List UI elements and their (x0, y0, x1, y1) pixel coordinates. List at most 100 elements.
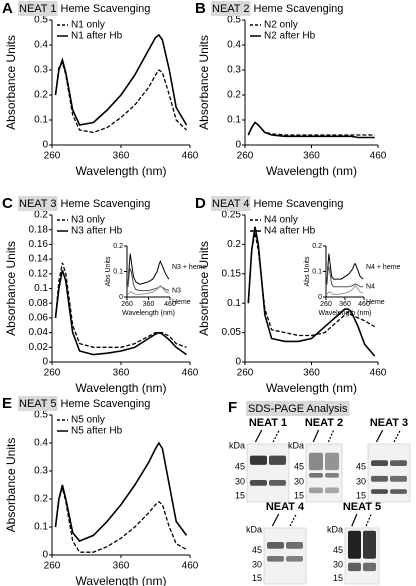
y-tick-label: 0.25 (222, 210, 242, 221)
gel-marker: 15 (252, 573, 262, 583)
legend-label: N5 only (71, 415, 105, 426)
lane-slash (375, 429, 384, 443)
gel-marker: 45 (356, 462, 366, 472)
lane-slash (289, 513, 297, 527)
series-line (127, 253, 170, 285)
y-tick-label: 0.1 (34, 283, 48, 294)
gel-title: NEAT 3 (370, 417, 408, 429)
panel-label: A (2, 0, 13, 17)
panel-label: C (2, 195, 13, 212)
y-tick-label: 0.05 (222, 327, 242, 338)
panel-title-highlight: NEAT 5 (19, 398, 57, 410)
y-tick-label: 0.1 (34, 522, 48, 533)
legend-label: N2 only (264, 20, 298, 31)
series-label: N4 (366, 284, 375, 291)
y-tick-label: 0.2 (34, 494, 48, 505)
x-tick-label: 260 (44, 151, 61, 162)
x-tick-label: 360 (113, 151, 130, 162)
panel-title-highlight: NEAT 4 (212, 198, 250, 210)
gel-band (286, 542, 303, 549)
y-tick-label: 0.1 (312, 268, 322, 275)
x-axis-title: Wavelength (nm) (76, 381, 167, 395)
title-highlight (18, 196, 58, 211)
gel-title: NEAT 4 (266, 501, 305, 513)
x-axis-title: Wavelength (nm) (122, 310, 175, 317)
gel-band (309, 452, 323, 471)
series-line (326, 266, 364, 288)
y-tick-label: 0.5 (227, 15, 241, 26)
legend-label: N1 only (71, 20, 105, 31)
gel-band (325, 473, 339, 478)
legend-label: N2 after Hb (264, 31, 316, 42)
gel-band (269, 455, 286, 465)
gel-marker: 15 (356, 491, 366, 501)
gel-band (286, 556, 303, 562)
y-axis-title: Absorbance Units (4, 241, 18, 336)
y-axis-title: Absorbance Units (4, 35, 18, 130)
gel-marker: 45 (235, 462, 245, 472)
x-axis-title: Wavelength (nm) (76, 164, 167, 178)
panel-title-highlight: NEAT 1 (19, 3, 57, 15)
title-highlight (18, 1, 58, 16)
series-label: Heme (366, 299, 385, 306)
gel-band (371, 460, 388, 467)
x-tick-label: 360 (113, 561, 130, 572)
y-tick-label: 0 (42, 357, 48, 368)
x-tick-label: 360 (303, 368, 320, 379)
x-tick-label: 360 (113, 368, 130, 379)
gel-band (309, 473, 323, 478)
y-tick-label: 0.5 (34, 15, 48, 26)
x-tick-label: 260 (121, 301, 133, 308)
gel-title: NEAT 5 (343, 501, 381, 513)
title-highlight (211, 1, 251, 16)
series-label: N3 + heme (172, 264, 207, 271)
panel-title: Heme Scavenging (254, 3, 344, 15)
y-tick-label: 0.3 (34, 466, 48, 477)
x-axis-title: Wavelength (nm) (266, 381, 357, 395)
series-label: Heme (172, 299, 191, 306)
panel-title: Heme Scavenging (61, 198, 151, 210)
gel-unit: kDa (327, 524, 343, 534)
series-line (247, 121, 375, 139)
lane-slash (365, 513, 372, 527)
y-tick-label: 0.02 (29, 342, 49, 353)
y-tick-label: 0 (42, 140, 48, 151)
y-axis-title: Absorbance Units (197, 241, 211, 336)
panel-title: SDS-PAGE Analysis (248, 403, 348, 415)
x-tick-label: 460 (370, 368, 387, 379)
x-tick-label: 460 (182, 368, 199, 379)
gel-marker: 45 (294, 462, 304, 472)
y-tick-label: 0 (235, 357, 241, 368)
gel (246, 443, 290, 503)
y-tick-label: 0.4 (34, 438, 48, 449)
gel-band (363, 562, 376, 572)
gel-marker: 30 (356, 477, 366, 487)
gel-band (250, 479, 267, 486)
legend-label: N3 after Hb (71, 226, 123, 237)
series-line (54, 262, 187, 348)
y-tick-label: 0.1 (227, 115, 241, 126)
y-tick-label: 0.2 (227, 90, 241, 101)
title-highlight (18, 396, 58, 411)
y-tick-label: 0.06 (29, 313, 49, 324)
panel-title-highlight: NEAT 2 (212, 3, 250, 15)
gel-band (371, 489, 388, 494)
gel-marker: 30 (333, 559, 343, 569)
y-tick-label: 0.08 (29, 298, 49, 309)
gel-band (390, 460, 407, 467)
series-line (247, 121, 375, 136)
x-tick-label: 260 (44, 368, 61, 379)
lane-slash (312, 429, 320, 443)
legend-label: N4 only (264, 215, 298, 226)
x-axis-title: Wavelength (nm) (318, 310, 371, 317)
gel-marker: 30 (252, 559, 262, 569)
panel-label: F (228, 399, 237, 416)
lane-slash (351, 513, 358, 527)
gel-band (269, 479, 286, 486)
x-tick-label: 260 (320, 301, 332, 308)
legend-label: N4 after Hb (264, 226, 316, 237)
y-tick-label: 0.04 (29, 327, 49, 338)
gel-title: NEAT 2 (305, 417, 343, 429)
y-tick-label: 0.1 (34, 115, 48, 126)
